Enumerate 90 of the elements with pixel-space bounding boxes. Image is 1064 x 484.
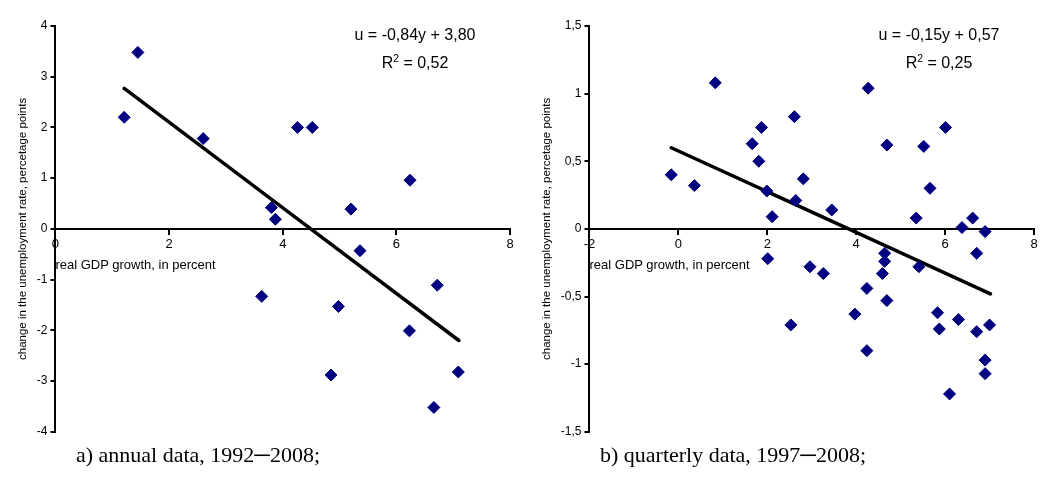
point	[331, 300, 345, 314]
x-tick-label: 6	[392, 236, 400, 252]
text: b) quarterly data, 1997─2008;	[599, 442, 868, 468]
point	[978, 367, 992, 381]
point	[755, 120, 769, 134]
point	[196, 132, 210, 146]
x-tick-label: 4	[279, 236, 287, 252]
point	[761, 252, 775, 266]
x-tick-label: 2	[165, 236, 173, 252]
point	[787, 110, 801, 124]
point	[752, 154, 766, 168]
point	[861, 81, 875, 95]
point	[978, 225, 992, 239]
point	[745, 137, 759, 151]
point	[951, 313, 965, 327]
x-tick-label: 2	[763, 236, 771, 252]
point	[970, 246, 984, 260]
x-tick-label: 8	[1030, 236, 1038, 252]
x-tick-label: 8	[506, 236, 514, 252]
point	[708, 76, 722, 90]
point	[880, 138, 894, 152]
point	[880, 294, 894, 308]
y-axis-title: change in the unemployment rate, percetage points	[16, 97, 29, 360]
point	[760, 184, 774, 198]
point	[402, 324, 416, 338]
x-tick-label: 4	[852, 236, 860, 252]
point	[932, 322, 946, 336]
point	[430, 278, 444, 292]
point	[305, 120, 319, 134]
y-tick-label: 2	[40, 119, 48, 134]
point	[403, 173, 417, 187]
point	[860, 281, 874, 295]
point	[264, 201, 278, 215]
point	[803, 260, 817, 274]
point	[353, 244, 367, 258]
point	[983, 318, 997, 332]
y-tick-label: -1,5	[560, 424, 582, 439]
point	[966, 211, 980, 225]
point	[427, 400, 441, 414]
point	[848, 307, 862, 321]
y-tick-label: -4	[36, 424, 48, 439]
point	[816, 267, 830, 281]
point	[860, 344, 874, 358]
point	[970, 325, 984, 339]
y-tick-label: -3	[36, 373, 48, 388]
x-tick-label: 0	[674, 236, 682, 252]
point	[451, 365, 465, 379]
point	[291, 120, 305, 134]
point	[931, 306, 945, 320]
y-tick-label: 0,5	[564, 153, 582, 168]
text: a) annual data, 1992─2008;	[75, 442, 322, 468]
y-tick-label: -1	[36, 271, 48, 286]
point	[789, 193, 803, 207]
y-tick-label: 1	[574, 85, 582, 100]
point	[875, 267, 889, 281]
point	[909, 211, 923, 225]
y-tick-label: 1,5	[564, 18, 582, 33]
y-tick-label: 1	[40, 170, 48, 185]
x-tick-label: 6	[941, 236, 949, 252]
y-tick-label: 0	[40, 221, 48, 236]
annotation: u = -0,15y + 0,57	[878, 26, 1000, 43]
point	[344, 202, 358, 216]
point	[255, 289, 269, 303]
point	[917, 139, 931, 153]
point	[117, 110, 131, 124]
y-tick-label: 3	[40, 69, 48, 84]
y-axis-title: change in the unemployment rate, percetage points	[540, 97, 553, 360]
point	[978, 353, 992, 367]
x-axis-title: real GDP growth, in percent	[55, 256, 217, 272]
point	[955, 221, 969, 235]
point	[664, 168, 678, 182]
point	[796, 172, 810, 186]
point	[943, 387, 957, 401]
y-tick-label: -1	[570, 356, 582, 371]
point	[784, 318, 798, 332]
point	[923, 181, 937, 195]
y-tick-label: -0,5	[560, 288, 582, 303]
point	[324, 368, 338, 382]
point	[687, 179, 701, 193]
y-tick-label: -2	[36, 322, 48, 337]
annotation: u = -0,84y + 3,80	[354, 26, 476, 43]
y-tick-label: 0	[574, 221, 582, 236]
point	[131, 45, 145, 59]
point	[939, 120, 953, 134]
point	[268, 212, 282, 226]
y-tick-label: 4	[40, 18, 48, 33]
point	[912, 260, 926, 274]
x-axis-title: real GDP growth, in percent	[589, 256, 751, 272]
point	[765, 210, 779, 224]
point	[825, 203, 839, 217]
